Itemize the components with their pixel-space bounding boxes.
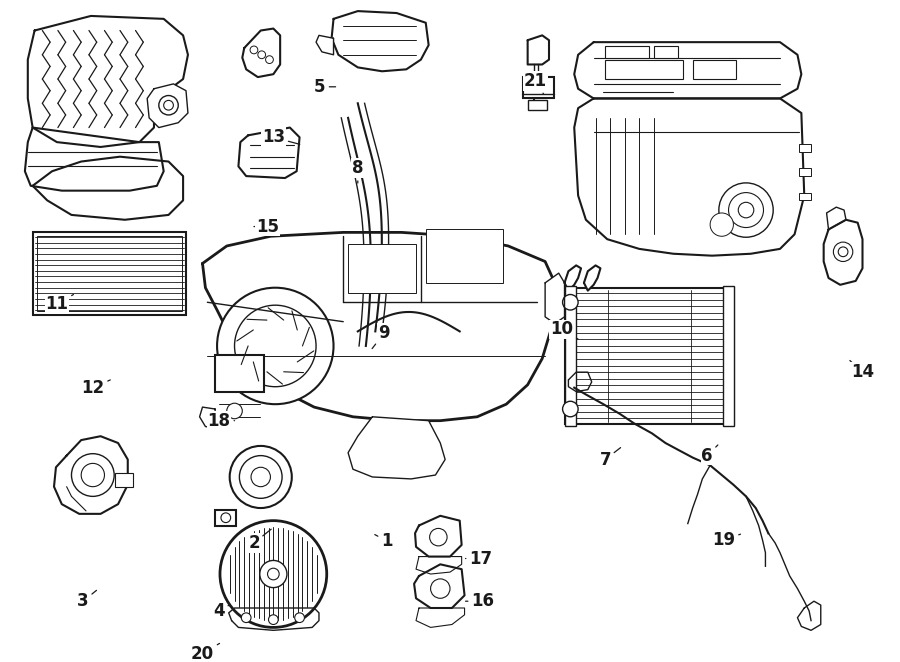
Polygon shape [824, 220, 862, 285]
Bar [693, 60, 736, 79]
Polygon shape [242, 28, 280, 77]
Polygon shape [28, 16, 188, 147]
Polygon shape [229, 608, 319, 630]
Circle shape [257, 51, 266, 59]
Text: 19: 19 [712, 531, 741, 549]
Circle shape [738, 203, 754, 218]
Polygon shape [25, 128, 164, 191]
Polygon shape [574, 42, 801, 99]
Circle shape [267, 568, 279, 580]
Polygon shape [545, 273, 564, 324]
Bar [564, 288, 734, 424]
Polygon shape [54, 436, 128, 514]
Circle shape [429, 528, 447, 546]
Polygon shape [569, 372, 591, 391]
Polygon shape [238, 128, 300, 178]
Polygon shape [584, 265, 600, 291]
Circle shape [266, 56, 274, 64]
Circle shape [729, 193, 763, 228]
Circle shape [158, 95, 178, 115]
Bar [799, 193, 811, 201]
Text: 9: 9 [372, 324, 390, 349]
Circle shape [719, 183, 773, 237]
Polygon shape [826, 207, 846, 230]
Polygon shape [574, 99, 805, 256]
Bar [215, 510, 237, 526]
Bar [37, 236, 182, 311]
Text: 7: 7 [599, 448, 621, 469]
Circle shape [164, 101, 174, 110]
Circle shape [227, 403, 242, 419]
Text: 20: 20 [191, 643, 220, 662]
Circle shape [235, 305, 316, 387]
Text: 13: 13 [262, 128, 300, 146]
Bar [564, 286, 576, 426]
Text: 3: 3 [77, 591, 96, 610]
Polygon shape [200, 407, 215, 428]
Polygon shape [331, 11, 428, 71]
Polygon shape [415, 516, 462, 557]
Circle shape [562, 401, 578, 417]
Text: 12: 12 [81, 379, 111, 397]
Text: 5: 5 [314, 78, 336, 96]
Polygon shape [148, 84, 188, 128]
Circle shape [251, 467, 270, 487]
Polygon shape [527, 35, 549, 64]
Text: 4: 4 [213, 602, 230, 620]
Polygon shape [202, 232, 554, 420]
Text: 14: 14 [850, 361, 874, 381]
Text: 8: 8 [352, 160, 364, 183]
Circle shape [294, 613, 304, 622]
Circle shape [239, 455, 282, 498]
Circle shape [430, 579, 450, 598]
Bar [348, 244, 416, 293]
Text: 16: 16 [465, 592, 494, 610]
Circle shape [710, 213, 734, 236]
Text: 1: 1 [374, 532, 392, 550]
Bar [799, 144, 811, 152]
Polygon shape [416, 608, 464, 628]
Bar [115, 473, 132, 487]
Text: 17: 17 [465, 549, 492, 567]
Circle shape [562, 295, 578, 310]
Bar [723, 286, 734, 426]
Polygon shape [32, 157, 183, 220]
Polygon shape [348, 417, 446, 479]
Bar [799, 168, 811, 176]
Bar [523, 77, 554, 99]
Circle shape [220, 513, 230, 522]
Text: 21: 21 [524, 72, 547, 94]
Bar [606, 46, 649, 58]
Polygon shape [414, 564, 464, 608]
Circle shape [217, 288, 334, 404]
Polygon shape [797, 601, 821, 630]
Circle shape [268, 615, 278, 624]
Text: 15: 15 [254, 218, 279, 236]
Bar [653, 46, 678, 58]
Bar [426, 230, 503, 283]
Text: 6: 6 [701, 445, 718, 465]
Bar [527, 101, 547, 110]
Bar [606, 60, 683, 79]
Bar [215, 355, 264, 391]
Polygon shape [564, 265, 581, 291]
Circle shape [241, 613, 251, 622]
Text: 18: 18 [208, 412, 235, 430]
Text: 2: 2 [248, 529, 271, 552]
Circle shape [220, 520, 327, 628]
Circle shape [250, 46, 257, 54]
Circle shape [260, 561, 287, 588]
Circle shape [230, 446, 292, 508]
Circle shape [81, 463, 104, 487]
Polygon shape [316, 35, 334, 55]
Circle shape [838, 247, 848, 257]
Text: 11: 11 [45, 295, 74, 313]
Bar [32, 232, 186, 315]
Polygon shape [416, 557, 462, 574]
Text: 10: 10 [550, 320, 578, 339]
Circle shape [71, 453, 114, 496]
Circle shape [833, 242, 853, 261]
